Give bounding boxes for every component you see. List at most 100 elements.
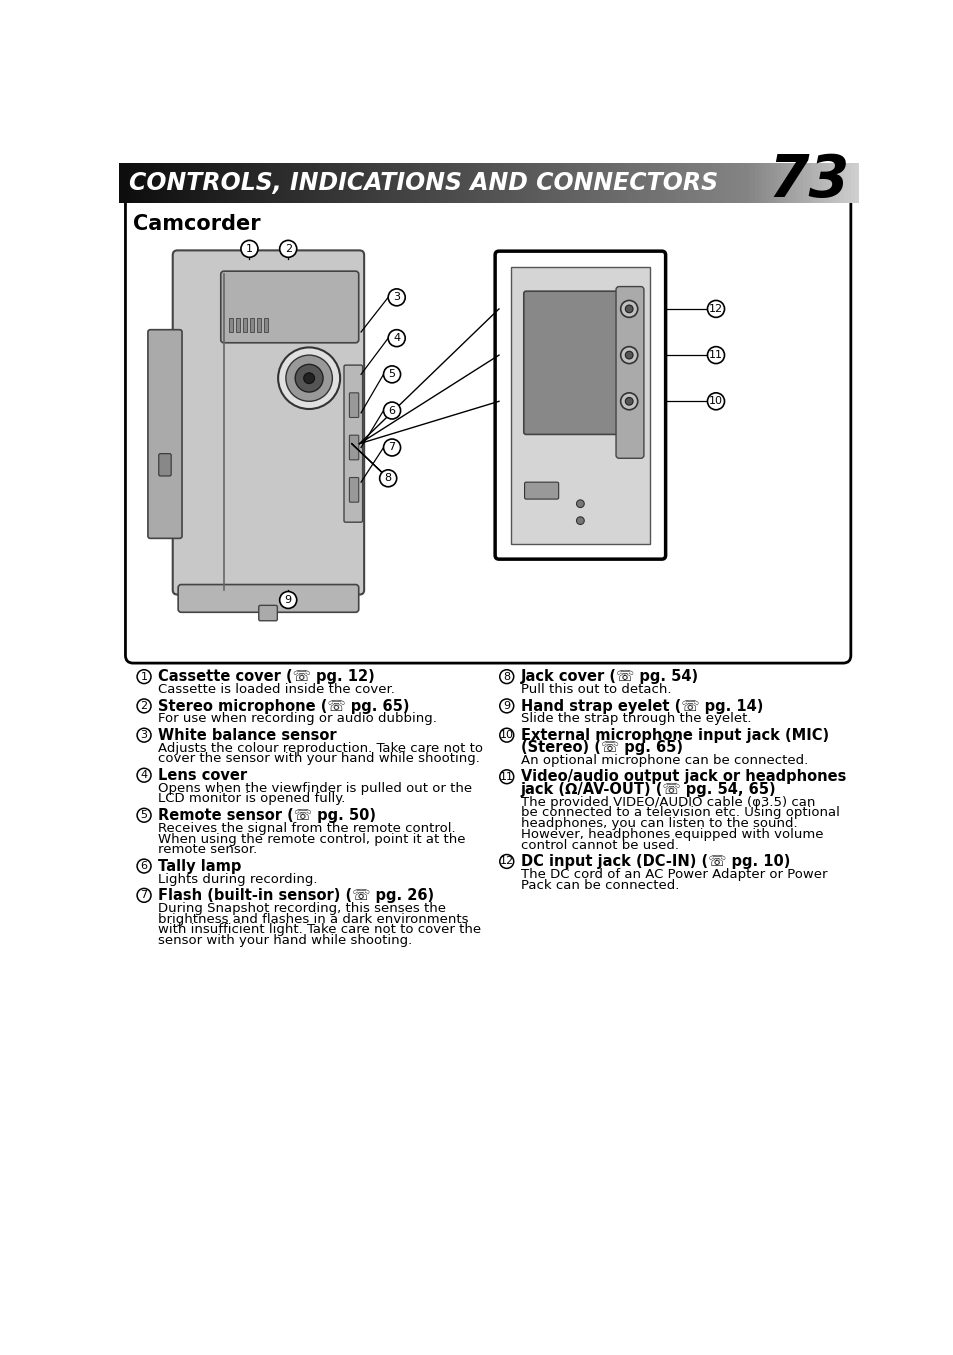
Bar [580,163,585,203]
Text: Opens when the viewfinder is pulled out or the: Opens when the viewfinder is pulled out … [158,782,472,794]
FancyBboxPatch shape [220,271,358,343]
Circle shape [383,366,400,383]
Bar [540,163,544,203]
Circle shape [620,393,637,409]
Bar [477,163,482,203]
Bar [551,163,556,203]
Bar [293,163,297,203]
Bar [680,163,685,203]
Bar [584,163,589,203]
Text: Hand strap eyelet (☏ pg. 14): Hand strap eyelet (☏ pg. 14) [520,699,762,714]
Bar [271,163,275,203]
Bar [370,163,375,203]
Text: with insufficient light. Take care not to cover the: with insufficient light. Take care not t… [158,923,480,936]
Bar [603,163,607,203]
Bar [311,163,315,203]
Bar [621,163,626,203]
Bar [344,163,349,203]
Bar [396,163,400,203]
Text: Lens cover: Lens cover [158,768,247,783]
Circle shape [388,289,405,306]
Bar [393,163,396,203]
Text: 4: 4 [393,333,400,343]
Bar [810,163,814,203]
Bar [127,163,131,203]
Text: An optional microphone can be connected.: An optional microphone can be connected. [520,753,807,767]
Bar [606,163,611,203]
Bar [732,163,737,203]
Text: (Stereo) (☏ pg. 65): (Stereo) (☏ pg. 65) [520,740,682,755]
Text: Pull this out to detach.: Pull this out to detach. [520,683,671,696]
Bar [662,163,666,203]
Bar [137,163,142,203]
Bar [706,163,711,203]
Circle shape [383,439,400,457]
Bar [718,163,721,203]
FancyBboxPatch shape [158,454,171,476]
Bar [190,163,193,203]
Bar [241,163,246,203]
Bar [547,163,552,203]
Text: 5: 5 [140,810,148,820]
Bar [755,163,759,203]
Text: 12: 12 [499,856,514,866]
FancyBboxPatch shape [344,364,362,522]
Bar [721,163,725,203]
Bar [637,163,640,203]
Bar [529,163,534,203]
Circle shape [137,768,151,782]
Bar [761,163,766,203]
Bar [647,163,652,203]
Bar [363,163,367,203]
Bar [233,163,238,203]
Bar [208,163,213,203]
Bar [537,163,541,203]
Circle shape [499,669,513,683]
Text: 3: 3 [140,730,148,740]
Bar [230,163,234,203]
Bar [400,163,404,203]
Bar [452,163,456,203]
Circle shape [383,402,400,419]
Circle shape [499,699,513,713]
Text: 12: 12 [708,304,722,314]
Bar [131,163,134,203]
Bar [267,163,272,203]
Bar [245,163,249,203]
Bar [167,163,172,203]
Bar [515,163,518,203]
FancyBboxPatch shape [495,251,665,560]
Bar [186,163,190,203]
Bar [824,163,829,203]
FancyBboxPatch shape [172,251,364,595]
FancyBboxPatch shape [349,393,358,417]
Bar [249,163,253,203]
Text: Flash (built-in sensor) (☏ pg. 26): Flash (built-in sensor) (☏ pg. 26) [158,888,434,902]
Bar [348,163,353,203]
Bar [806,163,810,203]
Bar [418,163,423,203]
FancyBboxPatch shape [510,267,649,543]
Bar [403,163,408,203]
Bar [219,163,223,203]
Text: 3: 3 [393,293,399,302]
Text: Jack cover (☏ pg. 54): Jack cover (☏ pg. 54) [520,669,699,684]
Bar [264,318,268,332]
Bar [492,163,497,203]
Circle shape [137,699,151,713]
Bar [743,163,748,203]
Bar [123,163,128,203]
Bar [588,163,593,203]
Bar [695,163,700,203]
Bar [840,163,843,203]
Circle shape [388,329,405,347]
Bar [257,318,261,332]
Bar [337,163,341,203]
Bar [599,163,603,203]
Bar [200,163,205,203]
Bar [308,163,312,203]
Text: 5: 5 [388,370,395,379]
Bar [330,163,335,203]
Bar [570,163,574,203]
Bar [156,163,160,203]
